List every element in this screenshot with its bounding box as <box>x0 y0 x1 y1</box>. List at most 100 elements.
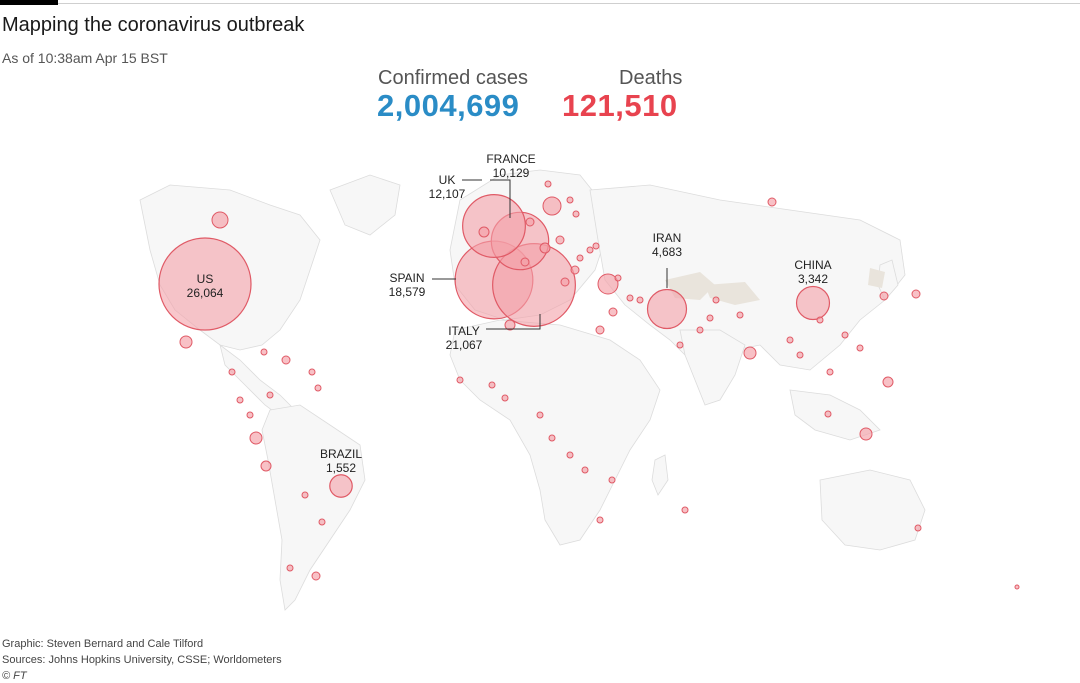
bubble-small <box>879 291 889 301</box>
bubble-small <box>179 335 193 349</box>
bubble-small <box>816 316 824 324</box>
label-china-deaths: 3,342 <box>798 272 828 286</box>
footer-sources: Sources: Johns Hopkins University, CSSE;… <box>2 654 282 666</box>
bubble-small <box>501 394 509 402</box>
confirmed-cases-value: 2,004,699 <box>377 88 520 123</box>
bubble-small <box>626 294 634 302</box>
bubble-small <box>796 351 804 359</box>
bubble-small <box>1014 584 1020 590</box>
asia-landmass <box>589 184 906 371</box>
bubble-small <box>636 296 644 304</box>
bubble-small <box>539 242 551 254</box>
bubble-small <box>581 466 589 474</box>
bubble-small <box>882 376 894 388</box>
top-rule <box>58 3 1080 4</box>
bubble-small <box>249 431 263 445</box>
confirmed-cases-label: Confirmed cases <box>378 67 529 89</box>
bubble-small <box>281 355 291 365</box>
africa-landmass <box>449 319 661 546</box>
page-subtitle: As of 10:38am Apr 15 BST <box>2 50 168 66</box>
bubble-brazil <box>329 474 353 498</box>
bubble-small <box>504 319 516 331</box>
bubble-small <box>608 476 616 484</box>
label-brazil-name: BRAZIL <box>320 447 362 461</box>
label-iran-name: IRAN <box>653 231 682 245</box>
bubble-small <box>566 196 574 204</box>
label-china-name: CHINA <box>794 258 831 272</box>
bubble-small <box>676 341 684 349</box>
bubble-small <box>311 571 321 581</box>
bubble-small <box>488 381 496 389</box>
bubble-small <box>592 242 600 250</box>
bubble-small <box>301 491 309 499</box>
bubble-small <box>597 273 619 295</box>
bubble-small <box>914 524 922 532</box>
australia-landmass <box>819 469 926 551</box>
bubble-us <box>158 237 252 331</box>
label-spain-deaths: 18,579 <box>389 285 426 299</box>
bubble-small <box>826 368 834 376</box>
bubble-small <box>560 277 570 287</box>
madagascar-landmass <box>651 454 669 496</box>
bubble-china <box>795 285 831 321</box>
bubble-small <box>856 344 864 352</box>
bubble-small <box>608 307 618 317</box>
bubble-small <box>706 314 714 322</box>
bubble-iran <box>646 288 688 330</box>
bubble-small <box>314 384 322 392</box>
bubble-small <box>736 311 744 319</box>
bubble-small <box>236 396 244 404</box>
bubble-small <box>525 217 535 227</box>
bubble-small <box>614 274 622 282</box>
bubble-small <box>211 211 229 229</box>
leader-france <box>490 179 511 218</box>
label-us-name: US <box>197 272 214 286</box>
label-brazil-deaths: 1,552 <box>326 461 356 475</box>
bubble-small <box>595 325 605 335</box>
bubble-small <box>570 265 580 275</box>
bubble-small <box>911 289 921 299</box>
bubble-small <box>576 254 584 262</box>
deaths-value: 121,510 <box>562 88 678 123</box>
bubble-small <box>260 460 272 472</box>
deaths-label: Deaths <box>619 67 683 89</box>
label-iran-deaths: 4,683 <box>652 245 682 259</box>
label-france-name: FRANCE <box>486 152 535 166</box>
footer-credit: Graphic: Steven Bernard and Cale Tilford <box>2 638 204 650</box>
label-italy-deaths: 21,067 <box>446 338 483 352</box>
korea-shading <box>868 268 885 288</box>
bubble-small <box>544 180 552 188</box>
label-spain-name: SPAIN <box>389 271 424 285</box>
bubble-small <box>596 516 604 524</box>
bubble-small <box>542 196 562 216</box>
label-us-deaths: 26,064 <box>187 286 224 300</box>
bubble-small <box>586 246 594 254</box>
south-america-landmass <box>261 404 366 611</box>
bubble-small <box>767 197 777 207</box>
footer-copyright: © FT <box>2 670 27 682</box>
bubble-small <box>286 564 294 572</box>
bubble-small <box>478 226 490 238</box>
bubble-small <box>566 451 574 459</box>
bubble-small <box>572 210 580 218</box>
bubble-small <box>743 346 757 360</box>
bubble-small <box>786 336 794 344</box>
bubble-small <box>520 257 530 267</box>
bubble-small <box>824 410 832 418</box>
greenland-landmass <box>329 174 401 236</box>
bubble-small <box>859 427 873 441</box>
bubble-small <box>712 296 720 304</box>
top-accent-bar <box>0 0 58 5</box>
page-title: Mapping the coronavirus outbreak <box>2 14 305 36</box>
label-italy-name: ITALY <box>448 324 480 338</box>
leader-italy <box>486 314 541 330</box>
bubble-small <box>318 518 326 526</box>
bubble-small <box>260 348 268 356</box>
bubble-small <box>536 411 544 419</box>
bubble-small <box>548 434 556 442</box>
india-landmass <box>679 329 746 406</box>
bubble-small <box>266 391 274 399</box>
bubble-small <box>228 368 236 376</box>
